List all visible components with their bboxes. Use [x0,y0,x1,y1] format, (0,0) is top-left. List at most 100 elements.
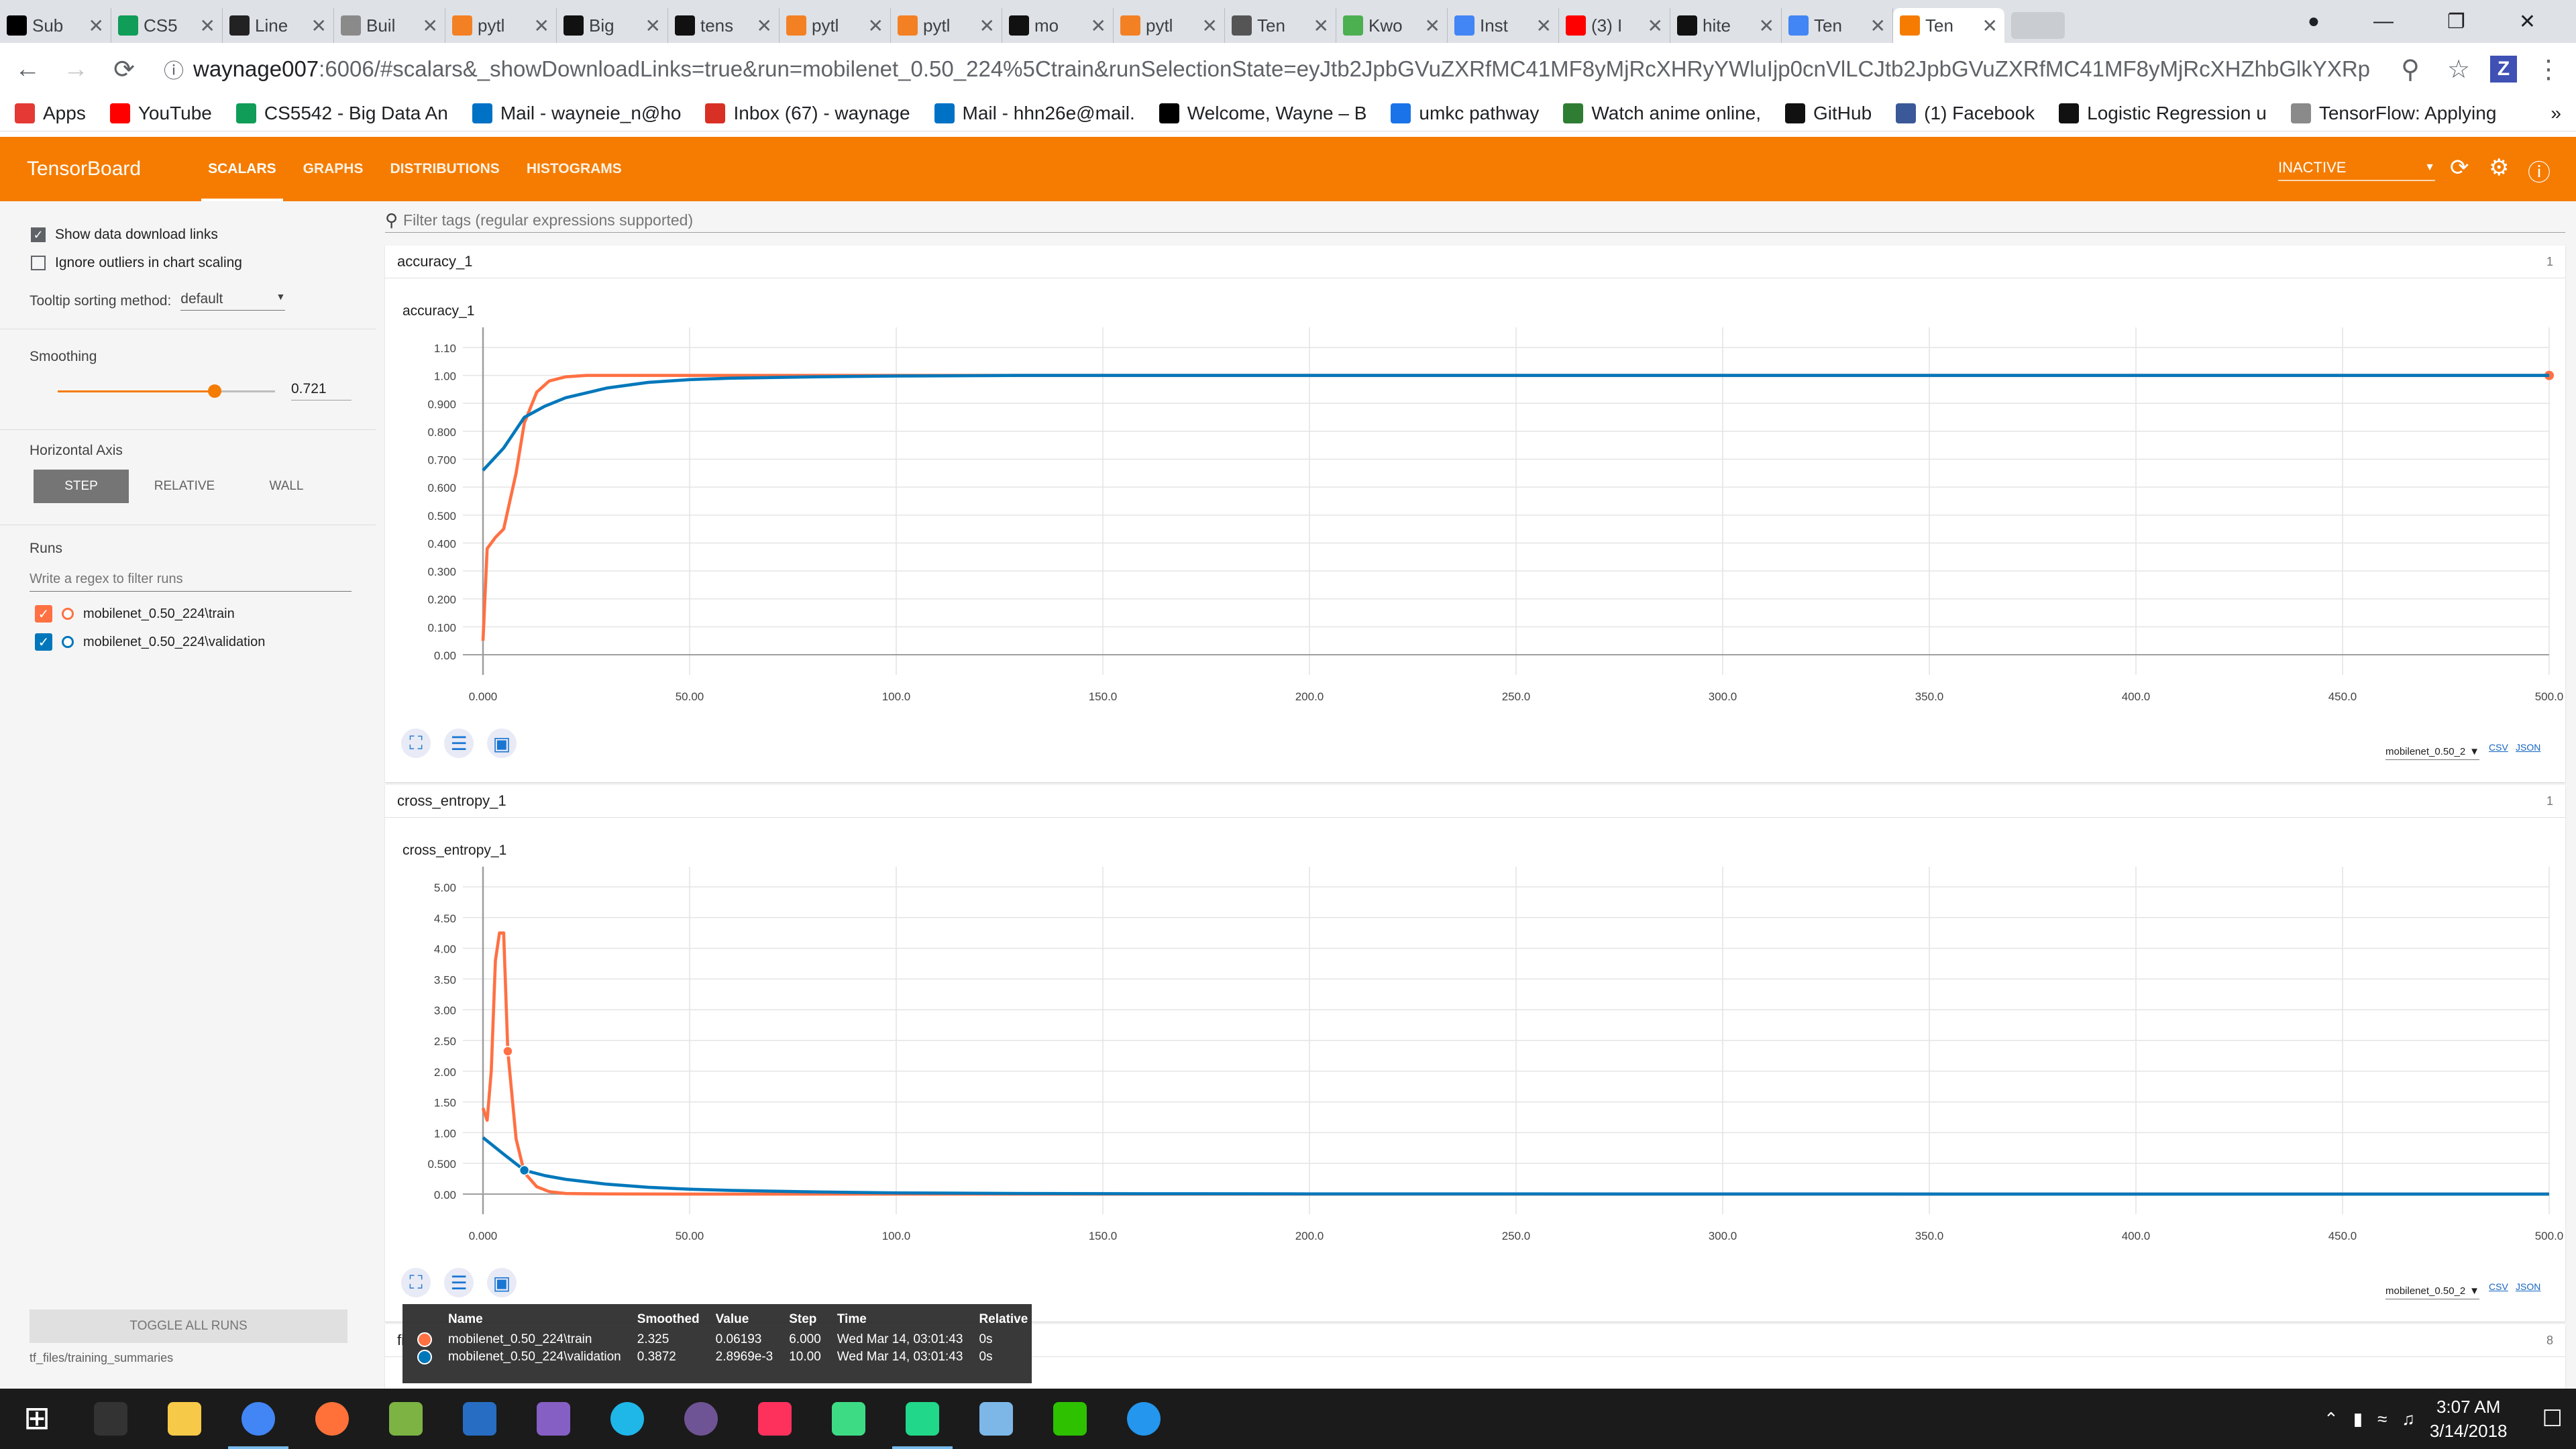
bookmark-item[interactable]: Apps [15,103,86,124]
browser-tab[interactable]: CS5 ✕ [111,8,223,43]
run-item-validation[interactable]: ✓ mobilenet_0.50_224\validation [35,633,265,651]
browser-tab[interactable]: mo ✕ [1002,8,1114,43]
hover-point[interactable] [519,1165,530,1176]
bookmarks-overflow-icon[interactable]: » [2551,102,2561,123]
browser-tab[interactable]: Ten ✕ [1225,8,1336,43]
axis-wall-button[interactable]: WALL [269,479,304,493]
runs-filter-input[interactable]: Write a regex to filter runs [30,572,352,592]
close-icon[interactable]: ✕ [311,15,327,36]
close-icon[interactable]: ✕ [867,15,883,36]
browser-tab[interactable]: Sub ✕ [0,8,111,43]
browser-tab[interactable]: Ten ✕ [1893,8,2004,43]
notifications-icon[interactable]: ☐ [2542,1406,2563,1432]
download-json-link[interactable]: JSON [2516,742,2541,753]
close-icon[interactable]: ✕ [199,15,215,36]
close-window-icon[interactable]: ✕ [2518,10,2536,33]
run-color-swatch[interactable] [62,608,74,620]
visual-studio-taskbar-button[interactable] [517,1389,590,1449]
browser-tab[interactable]: Ten ✕ [1782,8,1893,43]
bookmark-star-icon[interactable]: ☆ [2447,55,2471,84]
browser-menu-icon[interactable]: ⋮ [2536,55,2561,84]
webstorm-taskbar-button[interactable] [590,1389,664,1449]
forward-button[interactable]: → [63,54,89,83]
tab-histograms[interactable]: HISTOGRAMS [526,161,622,176]
bookmark-item[interactable]: Logistic Regression u [2059,103,2267,124]
help-icon[interactable]: ⓘ [2528,160,2551,186]
browser-tab[interactable]: Buil ✕ [334,8,445,43]
new-tab-button[interactable] [2011,12,2065,39]
close-icon[interactable]: ✕ [1201,15,1218,36]
ignore-outliers-option[interactable]: Ignore outliers in chart scaling [31,255,242,271]
download-csv-link[interactable]: CSV [2489,1281,2508,1292]
bookmark-item[interactable]: Inbox (67) - waynage [705,103,910,124]
bookmark-item[interactable]: Mail - hhn26e@mail. [934,103,1135,124]
task-view-taskbar-button[interactable] [74,1389,148,1449]
bookmark-item[interactable]: Watch anime online, [1563,103,1761,124]
inactive-dashboard-select[interactable]: INACTIVE ▼ [2278,156,2435,181]
wechat-taskbar-button[interactable] [1033,1389,1107,1449]
series-line[interactable] [482,374,2549,472]
maximize-icon[interactable]: ❐ [2447,10,2465,33]
axis-step-button[interactable]: STEP [34,470,129,503]
run-color-swatch[interactable] [62,636,74,648]
zoom-icon[interactable]: ⚲ [2401,55,2420,84]
refresh-icon[interactable]: ⟳ [2450,155,2469,180]
browser-tab[interactable]: Kwo ✕ [1336,8,1448,43]
close-icon[interactable]: ✕ [756,15,772,36]
virtualbox-taskbar-button[interactable] [959,1389,1033,1449]
browser-tab[interactable]: hite ✕ [1670,8,1782,43]
fit-domain-icon[interactable]: ▣ [487,1268,517,1297]
close-icon[interactable]: ✕ [1647,15,1663,36]
fit-domain-icon[interactable]: ▣ [487,729,517,758]
browser-tab[interactable]: Line ✕ [223,8,334,43]
bookmark-item[interactable]: umkc pathway [1391,103,1539,124]
axis-relative-button[interactable]: RELATIVE [154,479,215,493]
bookmark-item[interactable]: TensorFlow: Applying [2290,103,2496,124]
toggle-log-scale-icon[interactable]: ☰ [444,1268,474,1297]
category-header[interactable]: fi 8 [385,1324,2565,1357]
ignore-outliers-checkbox[interactable] [31,256,46,270]
run-checkbox-validation[interactable]: ✓ [35,633,52,651]
windows-start-taskbar-button[interactable]: ⊞ [0,1389,74,1449]
browser-tab[interactable]: pytl ✕ [445,8,557,43]
close-icon[interactable]: ✕ [1090,15,1106,36]
bookmark-item[interactable]: Mail - wayneie_n@ho [472,103,681,124]
minimize-icon[interactable]: — [2373,10,2394,32]
category-header[interactable]: cross_entropy_1 1 [385,785,2565,818]
close-icon[interactable]: ✕ [979,15,995,36]
bookmark-item[interactable]: (1) Facebook [1896,103,2035,124]
clock[interactable]: 3:07 AM 3/14/2018 [2430,1395,2508,1443]
show-download-links-checkbox[interactable]: ✓ [31,227,46,242]
fullscreen-icon[interactable]: ⛶ [401,1268,431,1297]
close-icon[interactable]: ✕ [88,15,104,36]
close-icon[interactable]: ✕ [1313,15,1329,36]
firefox-taskbar-button[interactable] [295,1389,369,1449]
close-icon[interactable]: ✕ [1424,15,1440,36]
run-item-train[interactable]: ✓ mobilenet_0.50_224\train [35,605,235,623]
download-run-select[interactable]: mobilenet_0.50_2 ▼ [2385,1285,2479,1299]
info-icon[interactable]: ⓘ [164,60,184,83]
bookmark-item[interactable]: Welcome, Wayne – B [1159,103,1366,124]
bookmark-item[interactable]: YouTube [109,103,212,124]
notepad-plus-taskbar-button[interactable] [369,1389,443,1449]
close-icon[interactable]: ✕ [1758,15,1774,36]
browser-tab[interactable]: pytl ✕ [1114,8,1225,43]
filter-tags-input[interactable]: ⚲ Filter tags (regular expressions suppo… [385,208,2565,233]
chevron-up-icon[interactable]: ⌃ [2323,1408,2339,1429]
toggle-all-runs-button[interactable]: TOGGLE ALL RUNS [30,1309,347,1343]
bookmark-item[interactable]: CS5542 - Big Data An [235,103,448,124]
github-desktop-taskbar-button[interactable] [664,1389,738,1449]
browser-tab[interactable]: (3) I ✕ [1559,8,1670,43]
close-icon[interactable]: ✕ [1870,15,1886,36]
volume-icon[interactable]: ♫ [2402,1408,2415,1429]
category-header[interactable]: accuracy_1 1 [385,246,2565,278]
browser-tab[interactable]: tens ✕ [668,8,780,43]
fullscreen-icon[interactable]: ⛶ [401,729,431,758]
accuracy-chart[interactable]: 0.00 0.100 0.200 0.300 0.400 0.500 0.600 0.700 0… [385,326,2565,708]
show-download-links-option[interactable]: ✓ Show data download links [31,227,218,243]
browser-tab[interactable]: pytl ✕ [780,8,891,43]
run-checkbox-train[interactable]: ✓ [35,605,52,623]
close-icon[interactable]: ✕ [533,15,549,36]
close-icon[interactable]: ✕ [1536,15,1552,36]
bookmark-item[interactable]: GitHub [1785,103,1872,124]
